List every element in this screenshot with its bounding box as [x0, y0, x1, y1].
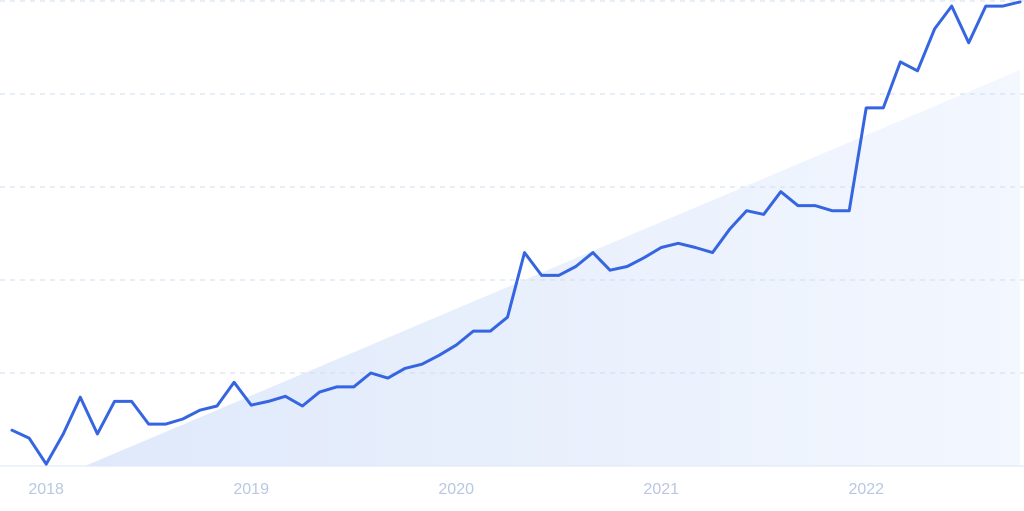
trend-area [85, 70, 1020, 466]
x-tick-label: 2022 [848, 481, 884, 498]
x-tick-label: 2019 [233, 481, 269, 498]
x-tick-label: 2018 [28, 481, 64, 498]
line [10, 0, 1022, 466]
x-tick-label: 2021 [643, 481, 679, 498]
x-tick-label: 2020 [438, 481, 474, 498]
